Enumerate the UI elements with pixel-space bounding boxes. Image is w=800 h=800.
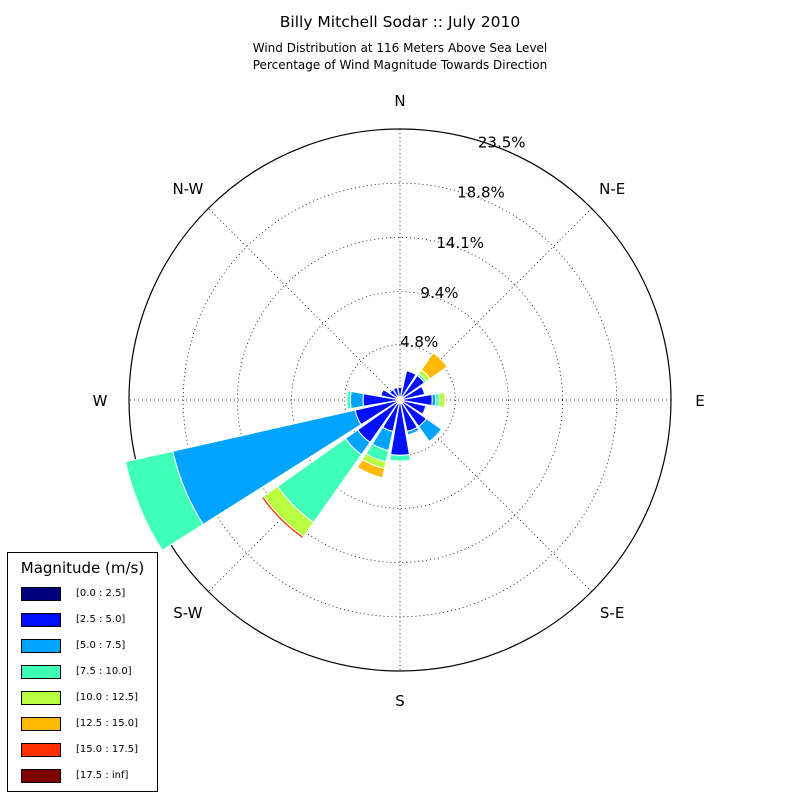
compass-label-n-e: N-E	[599, 180, 625, 198]
bar-SE-bin-2	[417, 417, 443, 443]
legend-item: [12.5 : 15.0]	[8, 717, 157, 735]
radial-tick-label: 4.8%	[400, 333, 438, 351]
compass-label-n-w: N-W	[172, 180, 203, 198]
bar-WSW-bin-3	[124, 450, 204, 552]
legend-label: [10.0 : 12.5]	[76, 692, 139, 703]
grid-circle	[182, 182, 618, 618]
bar-WNW-bin-1	[380, 388, 398, 400]
bar-S-bin-3	[389, 453, 411, 462]
legend-swatch	[21, 665, 61, 679]
radial-tick-labels: 4.8% 9.4% 14.1% 18.8% 23.5%	[400, 134, 525, 351]
chart-subtitle-line2: Percentage of Wind Magnitude Towards Dir…	[252, 58, 548, 72]
chart-title: Billy Mitchell Sodar :: July 2010	[279, 13, 521, 31]
legend-item: [17.5 : inf]	[8, 769, 157, 787]
bar-ESE-bin-1	[402, 400, 427, 415]
bar-SSE-bin-2	[406, 426, 420, 436]
radial-tick-label: 9.4%	[420, 284, 458, 302]
legend-item: [10.0 : 12.5]	[8, 691, 157, 709]
legend-item: [2.5 : 5.0]	[8, 613, 157, 631]
legend-label: [2.5 : 5.0]	[76, 614, 126, 625]
compass-label-n: N	[394, 92, 405, 110]
legend: Magnitude (m/s) [0.0 : 2.5] [2.5 : 5.0] [5…	[7, 552, 158, 792]
compass-label-s-e: S-E	[600, 604, 624, 622]
bar-N-bin-1	[397, 386, 403, 398]
bar-W-bin-3	[346, 390, 352, 410]
radial-tick-label: 18.8%	[457, 184, 505, 202]
legend-item: [15.0 : 17.5]	[8, 743, 157, 761]
legend-swatch	[21, 613, 61, 627]
legend-label: [12.5 : 15.0]	[76, 718, 139, 729]
polar-grid	[128, 128, 672, 672]
legend-label: [5.0 : 7.5]	[76, 640, 126, 651]
radial-tick-label: 23.5%	[478, 134, 526, 152]
bar-E-bin-4	[438, 391, 446, 409]
legend-swatch	[21, 717, 61, 731]
legend-swatch	[21, 769, 61, 783]
wind-rose-bars	[124, 352, 448, 552]
legend-swatch	[21, 587, 61, 601]
grid-circle	[291, 291, 509, 509]
legend-item: [7.5 : 10.0]	[8, 665, 157, 683]
legend-label: [7.5 : 10.0]	[76, 666, 132, 677]
radial-tick-label: 14.1%	[436, 234, 484, 252]
bar-NNW-bin-1	[392, 387, 400, 398]
legend-item: [5.0 : 7.5]	[8, 639, 157, 657]
legend-swatch	[21, 639, 61, 653]
bar-SW-bin-6	[260, 495, 305, 540]
grid-circle	[344, 344, 456, 456]
legend-title: Magnitude (m/s)	[20, 559, 145, 577]
bar-NE-bin-5	[420, 352, 448, 380]
legend-item: [0.0 : 2.5]	[8, 587, 157, 605]
compass-labels: N N-E E S-E S S-W W N-W	[93, 92, 705, 710]
legend-label: [17.5 : inf]	[76, 770, 129, 781]
bar-NNE-bin-1	[400, 370, 417, 398]
bar-W-bin-2	[349, 390, 365, 410]
legend-label: [0.0 : 2.5]	[76, 588, 126, 599]
legend-swatch	[21, 743, 61, 757]
legend-swatch	[21, 691, 61, 705]
compass-label-w: W	[93, 392, 108, 410]
bar-NW-bin-1	[388, 388, 399, 399]
compass-label-s-w: S-W	[173, 604, 202, 622]
bar-ENE-bin-1	[402, 385, 426, 400]
bar-SSW-bin-5	[356, 458, 386, 479]
chart-subtitle-line1: Wind Distribution at 116 Meters Above Se…	[252, 41, 548, 55]
legend-label: [15.0 : 17.5]	[76, 744, 139, 755]
compass-label-e: E	[695, 392, 704, 410]
compass-label-s: S	[395, 692, 405, 710]
